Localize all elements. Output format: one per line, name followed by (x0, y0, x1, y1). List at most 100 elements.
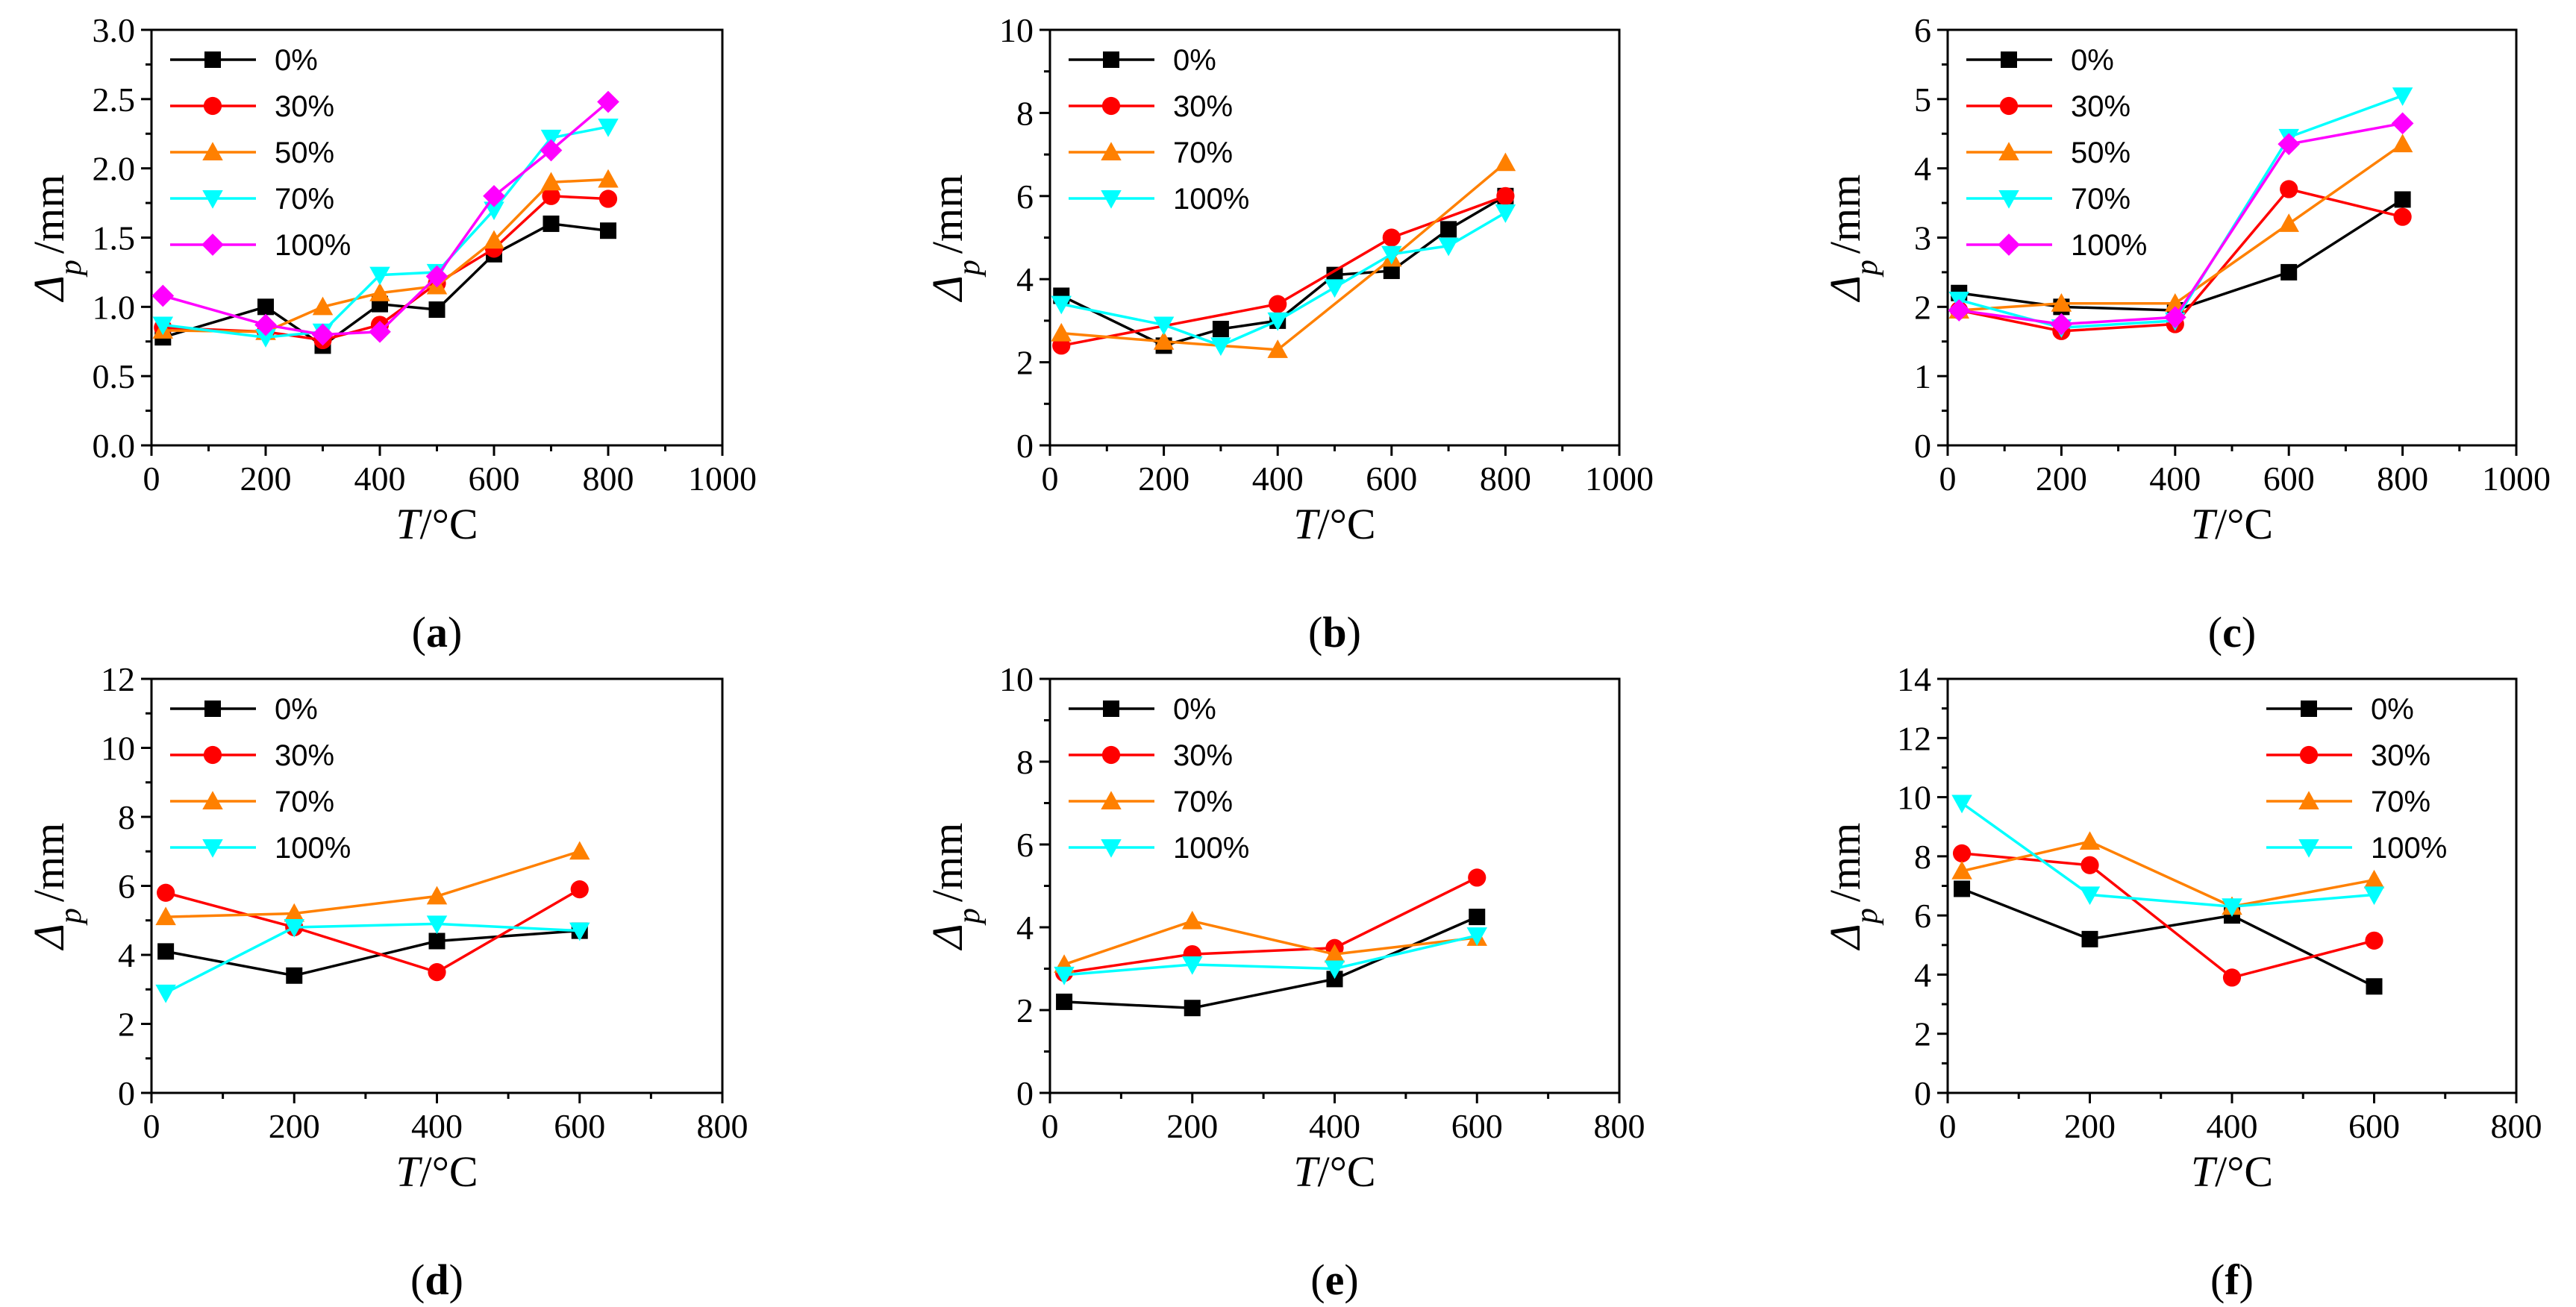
data-point (1948, 299, 1971, 322)
legend-marker (203, 745, 222, 765)
y-axis-label: Δp/mm (1821, 175, 1884, 302)
data-point (425, 265, 448, 288)
data-point (1269, 295, 1287, 313)
x-tick-label: 600 (469, 460, 520, 498)
x-tick-label: 1000 (2482, 460, 2551, 498)
data-point (2278, 213, 2299, 232)
data-point (540, 139, 563, 162)
plot-frame (150, 677, 724, 1094)
y-tick-label: 2 (1914, 1015, 1931, 1053)
series-line-70% (166, 850, 581, 918)
y-tick-label: 0.0 (93, 427, 136, 465)
legend-marker (1101, 839, 1122, 858)
data-point (1466, 927, 1487, 946)
panel-label: (b) (1308, 608, 1361, 656)
data-point (369, 283, 390, 301)
series-line-0% (1961, 887, 2375, 988)
x-tick-label: 400 (354, 460, 406, 498)
series-line-100% (1063, 934, 1478, 977)
y-tick-label: 1 (1914, 357, 1931, 395)
data-point (1051, 322, 1072, 342)
legend-label: 100% (1173, 183, 1249, 216)
data-point (255, 329, 276, 348)
y-tick-label: 0 (1016, 1074, 1034, 1112)
legend-marker (2001, 51, 2017, 68)
data-point (1051, 295, 1072, 315)
y-tick-label: 0 (1016, 427, 1034, 465)
y-tick-label: 0 (118, 1074, 135, 1112)
legend-label: 30% (275, 90, 334, 123)
legend-label: 100% (275, 229, 351, 262)
y-tick-label: 2 (118, 1006, 135, 1044)
data-point (2363, 886, 2385, 906)
y-tick-label: 3 (1914, 219, 1931, 257)
legend-label: 0% (275, 44, 318, 77)
data-point (257, 298, 274, 316)
series-line-100% (165, 922, 580, 994)
y-tick-label: 8 (1016, 94, 1034, 132)
data-point (426, 886, 448, 905)
y-tick-label: 6 (1016, 826, 1034, 864)
data-point (1326, 266, 1343, 283)
y-tick-label: 8 (1914, 838, 1931, 876)
x-tick-label: 400 (2149, 460, 2201, 498)
x-tick-label: 0 (1042, 460, 1059, 498)
data-point (157, 883, 175, 902)
data-point (1153, 316, 1175, 336)
data-point (311, 323, 334, 346)
x-tick-label: 0 (1939, 1107, 1957, 1145)
x-tick-label: 200 (240, 460, 292, 498)
legend-marker (1998, 233, 2020, 256)
y-tick-label: 2 (1914, 288, 1931, 326)
data-point (157, 943, 175, 960)
x-tick-label: 800 (1594, 1107, 1645, 1145)
legend-label: 50% (275, 137, 334, 169)
data-point (1153, 331, 1175, 350)
data-point (483, 184, 505, 207)
legend-label: 0% (1173, 44, 1216, 77)
series-line-70% (1958, 94, 2404, 329)
legend-label: 100% (275, 832, 351, 865)
chart-panel-0: 0 200 400 600 800 1000 0.0 0.5 1.0 1.5 2.0 2.5 3.0 T/… (25, 11, 757, 656)
x-tick-label: 200 (1166, 1107, 1218, 1145)
y-tick-label: 4 (118, 936, 135, 974)
legend-marker (202, 791, 223, 809)
data-point (2081, 930, 2098, 947)
legend-marker (1999, 96, 2019, 116)
panel-label: (a) (412, 608, 463, 656)
x-tick-label: 800 (2377, 460, 2428, 498)
y-tick-label: 12 (1897, 719, 1931, 757)
x-tick-label: 1000 (1585, 460, 1654, 498)
data-point (2050, 313, 2073, 336)
legend-label: 50% (2071, 137, 2130, 169)
y-tick-label: 10 (999, 11, 1034, 49)
legend-marker (2301, 700, 2317, 717)
x-tick-label: 0 (1042, 1107, 1059, 1145)
legend-label: 0% (275, 693, 318, 726)
data-point (1210, 337, 1231, 357)
data-point (312, 296, 334, 316)
data-point (569, 841, 590, 860)
legend-marker (1998, 142, 2019, 160)
x-tick-label: 200 (2036, 460, 2087, 498)
data-point (2394, 191, 2411, 208)
plot-frame (1946, 677, 2518, 1094)
data-point (484, 201, 504, 221)
y-tick-label: 1.0 (93, 288, 136, 326)
y-tick-label: 10 (1897, 779, 1931, 817)
y-tick-label: 6 (1914, 11, 1931, 49)
y-tick-label: 2.5 (93, 81, 136, 119)
data-point (428, 301, 446, 319)
data-point (598, 118, 619, 137)
legend-marker (204, 700, 221, 717)
legend-label: 100% (2371, 832, 2447, 865)
legend-label: 70% (1173, 137, 1233, 169)
x-tick-label: 1000 (688, 460, 757, 498)
data-point (428, 963, 446, 982)
x-tick-label: 0 (143, 460, 160, 498)
data-point (152, 316, 174, 336)
panel-label: (d) (410, 1256, 463, 1304)
series-line-30% (1961, 852, 2375, 980)
legend-marker (2298, 839, 2319, 858)
